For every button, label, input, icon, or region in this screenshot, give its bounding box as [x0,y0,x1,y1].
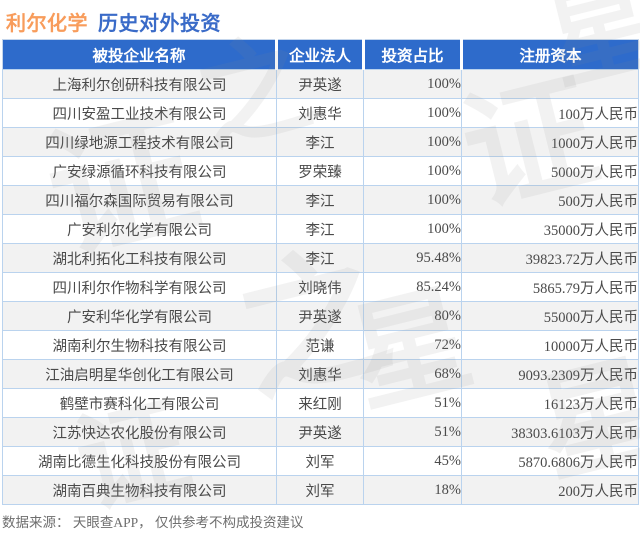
cell-company: 湖南比德生化科技股份有限公司 [2,446,277,476]
page-title: 利尔化学 历史对外投资 [6,7,221,36]
cell-ratio: 100% [363,69,462,99]
cell-legal-person: 尹英遂 [276,69,364,99]
cell-company: 上海利尔创研科技有限公司 [2,69,277,99]
cell-company: 广安绿源循环科技有限公司 [2,156,277,186]
cell-company: 江油启明星华创化工有限公司 [2,359,277,389]
header-cell-legal-person: 企业法人 [275,39,364,70]
cell-ratio: 95.48% [363,243,462,273]
cell-ratio: 85.24% [363,272,462,302]
cell-legal-person: 李江 [276,214,364,244]
cell-ratio: 51% [363,417,462,447]
cell-ratio: 80% [363,301,462,331]
cell-ratio: 100% [363,98,462,128]
table-row: 四川福尔森国际贸易有限公司 李江 100% 500万人民币 [2,185,639,215]
cell-ratio: 100% [363,214,462,244]
table-row: 鹤壁市赛科化工有限公司 来红刚 51% 16123万人民币 [2,388,639,418]
cell-ratio: 100% [363,185,462,215]
cell-ratio: 18% [363,475,462,505]
cell-company: 四川福尔森国际贸易有限公司 [2,185,277,215]
table-row: 江苏快达农化股份有限公司 尹英遂 51% 38303.6103万人民币 [2,417,639,447]
investments-table: 被投企业名称 企业法人 投资占比 注册资本 上海利尔创研科技有限公司 尹英遂 100… [2,39,639,505]
cell-capital: 38303.6103万人民币 [461,417,639,447]
cell-company: 广安利华化学有限公司 [2,301,277,331]
cell-legal-person: 罗荣臻 [276,156,364,186]
cell-legal-person: 刘惠华 [276,359,364,389]
cell-capital: 1000万人民币 [461,127,639,157]
cell-legal-person: 李江 [276,243,364,273]
header-cell-company: 被投企业名称 [2,39,277,70]
cell-capital [461,69,639,99]
cell-company: 江苏快达农化股份有限公司 [2,417,277,447]
cell-company: 鹤壁市赛科化工有限公司 [2,388,277,418]
table-row: 上海利尔创研科技有限公司 尹英遂 100% [2,69,639,99]
cell-capital: 10000万人民币 [461,330,639,360]
table-row: 湖北利拓化工科技有限公司 李江 95.48% 39823.72万人民币 [2,243,639,273]
cell-ratio: 68% [363,359,462,389]
cell-company: 四川绿地源工程技术有限公司 [2,127,277,157]
cell-ratio: 100% [363,156,462,186]
table-row: 广安利尔化学有限公司 李江 100% 35000万人民币 [2,214,639,244]
cell-capital: 5865.79万人民币 [461,272,639,302]
cell-legal-person: 刘惠华 [276,98,364,128]
table-body: 上海利尔创研科技有限公司 尹英遂 100% 四川安盈工业技术有限公司 刘惠华 100% 10… [2,69,639,505]
header-cell-ratio: 投资占比 [362,39,462,70]
table-row: 四川绿地源工程技术有限公司 李江 100% 1000万人民币 [2,127,639,157]
cell-capital: 39823.72万人民币 [461,243,639,273]
cell-capital: 500万人民币 [461,185,639,215]
cell-capital: 5000万人民币 [461,156,639,186]
cell-capital: 35000万人民币 [461,214,639,244]
cell-company: 湖北利拓化工科技有限公司 [2,243,277,273]
table-row: 广安绿源循环科技有限公司 罗荣臻 100% 5000万人民币 [2,156,639,186]
cell-legal-person: 尹英遂 [276,417,364,447]
table-row: 四川利尔作物科学有限公司 刘晓伟 85.24% 5865.79万人民币 [2,272,639,302]
table-row: 江油启明星华创化工有限公司 刘惠华 68% 9093.2309万人民币 [2,359,639,389]
cell-company: 湖南利尔生物科技有限公司 [2,330,277,360]
cell-legal-person: 李江 [276,127,364,157]
header-cell-capital: 注册资本 [460,39,639,70]
cell-company: 广安利尔化学有限公司 [2,214,277,244]
cell-capital: 200万人民币 [461,475,639,505]
title-suffix: 历史对外投资 [98,13,221,35]
cell-legal-person: 尹英遂 [276,301,364,331]
cell-legal-person: 范谦 [276,330,364,360]
cell-company: 四川安盈工业技术有限公司 [2,98,277,128]
cell-ratio: 72% [363,330,462,360]
table-row: 四川安盈工业技术有限公司 刘惠华 100% 100万人民币 [2,98,639,128]
cell-ratio: 51% [363,388,462,418]
cell-legal-person: 李江 [276,185,364,215]
source-note: 数据来源： 天眼查APP， 仅供参考不构成投资建议 [2,515,304,530]
cell-company: 湖南百典生物科技有限公司 [2,475,277,505]
table-row: 湖南百典生物科技有限公司 刘军 18% 200万人民币 [2,475,639,505]
table-row: 湖南利尔生物科技有限公司 范谦 72% 10000万人民币 [2,330,639,360]
title-company-name: 利尔化学 [6,13,88,35]
table-row: 湖南比德生化科技股份有限公司 刘军 45% 5870.6806万人民币 [2,446,639,476]
cell-ratio: 45% [363,446,462,476]
cell-capital: 100万人民币 [461,98,639,128]
table-row: 广安利华化学有限公司 尹英遂 80% 55000万人民币 [2,301,639,331]
cell-ratio: 100% [363,127,462,157]
cell-capital: 16123万人民币 [461,388,639,418]
cell-capital: 5870.6806万人民币 [461,446,639,476]
cell-legal-person: 刘军 [276,475,364,505]
table-header-row: 被投企业名称 企业法人 投资占比 注册资本 [2,39,639,70]
cell-capital: 9093.2309万人民币 [461,359,639,389]
cell-legal-person: 刘晓伟 [276,272,364,302]
cell-legal-person: 刘军 [276,446,364,476]
cell-legal-person: 来红刚 [276,388,364,418]
cell-company: 四川利尔作物科学有限公司 [2,272,277,302]
cell-capital: 55000万人民币 [461,301,639,331]
